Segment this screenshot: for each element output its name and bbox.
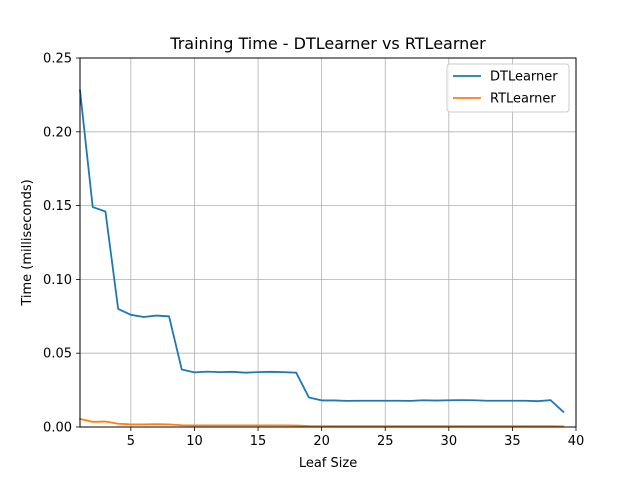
- legend: DTLearner RTLearner: [446, 63, 570, 113]
- series-line-rtlearner: [78, 417, 565, 428]
- y-tick-label: 0.15: [43, 199, 72, 214]
- x-tick-label: 40: [568, 434, 585, 449]
- x-tick-label: 10: [186, 434, 203, 449]
- x-tick-label: 5: [127, 434, 135, 449]
- x-tick-label: 35: [504, 434, 521, 449]
- chart-title: Training Time - DTLearner vs RTLearner: [169, 34, 486, 53]
- y-axis-label: Time (milliseconds): [20, 179, 35, 306]
- y-tick-label: 0.05: [43, 347, 72, 362]
- x-tick-label: 25: [377, 434, 394, 449]
- series-layer: [78, 89, 565, 428]
- legend-label: DTLearner: [490, 70, 558, 85]
- grid: [80, 57, 577, 428]
- y-tick-label: 0.00: [43, 421, 72, 436]
- plot-frame: [79, 57, 577, 428]
- x-axis-label: Leaf Size: [299, 456, 357, 471]
- y-tick-label: 0.10: [43, 273, 72, 288]
- x-tick-label: 15: [250, 434, 267, 449]
- x-tick-label: 20: [313, 434, 330, 449]
- legend-label: RTLearner: [490, 92, 556, 107]
- y-tick-label: 0.20: [43, 125, 72, 140]
- y-tick-label: 0.25: [43, 52, 72, 67]
- axis-ticks: 5 10 15 20 25 30 35 40 0.00 0.05 0.10 0.15 0.20 0.25: [43, 52, 584, 450]
- series-line-dtlearner: [79, 89, 565, 414]
- x-tick-label: 30: [441, 434, 458, 449]
